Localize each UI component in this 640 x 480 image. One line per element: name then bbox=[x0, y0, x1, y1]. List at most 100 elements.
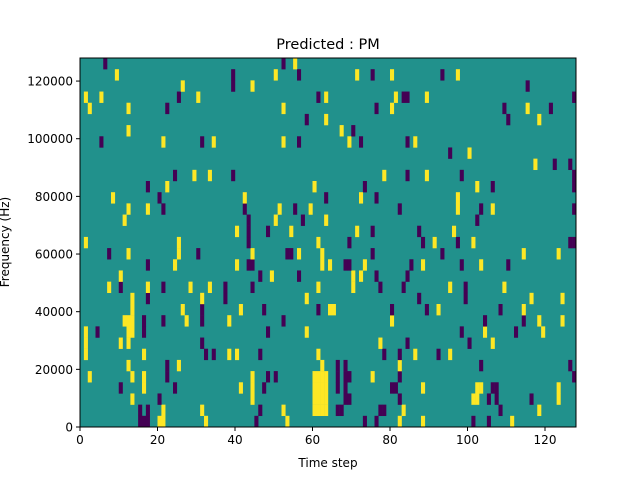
heatmap-cell-positive bbox=[157, 415, 162, 428]
heatmap-cell-positive bbox=[130, 315, 135, 327]
heatmap-cell-positive bbox=[316, 404, 321, 417]
heatmap-cell-negative bbox=[440, 248, 445, 260]
heatmap-cell-negative bbox=[475, 214, 480, 226]
heatmap-cell-negative bbox=[370, 69, 375, 81]
heatmap-cell-negative bbox=[145, 404, 150, 417]
heatmap-cell-negative bbox=[250, 281, 255, 294]
heatmap-cell-negative bbox=[211, 348, 216, 361]
heatmap-cell-negative bbox=[572, 203, 577, 215]
heatmap-cell-negative bbox=[262, 382, 267, 394]
heatmap-cell-positive bbox=[359, 192, 364, 204]
heatmap-cell-positive bbox=[145, 281, 150, 294]
heatmap-cell-positive bbox=[126, 326, 131, 338]
heatmap-cell-negative bbox=[343, 359, 348, 372]
heatmap-cell-negative bbox=[173, 382, 178, 394]
heatmap-cell-positive bbox=[320, 393, 325, 405]
heatmap-cell-positive bbox=[250, 393, 255, 405]
heatmap-cell-positive bbox=[114, 69, 119, 81]
heatmap-cell-positive bbox=[126, 203, 131, 215]
heatmap-cell-negative bbox=[196, 248, 201, 260]
heatmap-cell-negative bbox=[471, 415, 476, 428]
heatmap-cell-positive bbox=[130, 292, 135, 305]
heatmap-cell-negative bbox=[351, 125, 356, 137]
heatmap-cell-positive bbox=[324, 393, 329, 405]
heatmap-cell-negative bbox=[498, 304, 503, 316]
heatmap-cell-positive bbox=[324, 214, 329, 226]
heatmap-cell-negative bbox=[246, 259, 251, 271]
heatmap-cell-positive bbox=[316, 236, 321, 249]
heatmap-cell-positive bbox=[304, 292, 309, 305]
y-tick-label: 80000 bbox=[35, 190, 73, 204]
heatmap-cell-negative bbox=[490, 382, 495, 394]
heatmap-cell-negative bbox=[405, 270, 410, 282]
heatmap-cell-negative bbox=[161, 281, 166, 294]
heatmap-cell-positive bbox=[510, 415, 515, 428]
heatmap-cell-negative bbox=[324, 192, 329, 204]
heatmap-cell-positive bbox=[161, 404, 166, 417]
heatmap-cell-positive bbox=[200, 404, 205, 417]
heatmap-cell-negative bbox=[382, 348, 387, 361]
heatmap-cell-negative bbox=[289, 248, 294, 260]
heatmap-cell-positive bbox=[99, 91, 104, 103]
heatmap-cell-positive bbox=[355, 225, 360, 238]
heatmap-cell-positive bbox=[285, 415, 290, 428]
heatmap-cell-negative bbox=[421, 236, 426, 249]
heatmap-cell-positive bbox=[316, 348, 321, 361]
heatmap-cell-positive bbox=[556, 248, 561, 260]
heatmap-cell-positive bbox=[560, 315, 565, 327]
heatmap-cell-negative bbox=[417, 292, 422, 305]
heatmap-cell-positive bbox=[339, 125, 344, 137]
heatmap-cell-positive bbox=[293, 58, 298, 70]
heatmap-cell-negative bbox=[118, 382, 123, 394]
heatmap-cell-negative bbox=[145, 259, 150, 271]
heatmap-cell-positive bbox=[351, 270, 356, 282]
heatmap-cell-negative bbox=[572, 91, 577, 103]
heatmap-cell-positive bbox=[455, 192, 460, 204]
x-tick-label: 40 bbox=[227, 433, 242, 447]
chart-title: Predicted : PM bbox=[276, 37, 379, 53]
heatmap-cell-positive bbox=[161, 415, 166, 428]
heatmap-cell-positive bbox=[273, 214, 278, 226]
heatmap-cell-positive bbox=[320, 259, 325, 271]
heatmap-cell-positive bbox=[250, 248, 255, 260]
heatmap-cell-negative bbox=[572, 371, 577, 383]
heatmap-cell-positive bbox=[390, 315, 395, 327]
heatmap-cell-positive bbox=[432, 236, 437, 249]
heatmap-cell-positive bbox=[521, 248, 526, 260]
heatmap-cell-positive bbox=[324, 113, 329, 126]
heatmap-cell-negative bbox=[378, 281, 383, 294]
heatmap-cell-negative bbox=[242, 203, 247, 215]
heatmap-cell-negative bbox=[463, 292, 468, 305]
heatmap-cell-positive bbox=[122, 214, 127, 226]
heatmap-cell-positive bbox=[541, 326, 546, 338]
heatmap-cell-positive bbox=[250, 382, 255, 394]
heatmap-cell-negative bbox=[382, 404, 387, 417]
heatmap-cell-positive bbox=[165, 181, 170, 193]
heatmap-cell-negative bbox=[521, 315, 526, 327]
heatmap-cell-positive bbox=[111, 192, 116, 204]
heatmap-cell-positive bbox=[235, 259, 240, 271]
heatmap-cell-negative bbox=[297, 270, 302, 282]
heatmap-cell-positive bbox=[475, 393, 480, 405]
heatmap-cell-positive bbox=[355, 69, 360, 81]
heatmap-cell-negative bbox=[568, 236, 573, 249]
heatmap-cell-negative bbox=[165, 102, 170, 115]
heatmap-cell-negative bbox=[335, 359, 340, 372]
heatmap-cell-positive bbox=[316, 382, 321, 394]
heatmap-cell-positive bbox=[471, 393, 476, 405]
heatmap-cell-negative bbox=[335, 382, 340, 394]
heatmap-cell-positive bbox=[126, 102, 131, 115]
heatmap-cell-positive bbox=[467, 147, 472, 159]
heatmap-cell-positive bbox=[537, 113, 542, 126]
heatmap-cell-positive bbox=[207, 169, 212, 182]
heatmap-cell-positive bbox=[479, 259, 484, 271]
heatmap-cell-negative bbox=[231, 80, 236, 92]
heatmap-cell-negative bbox=[118, 281, 123, 294]
heatmap-cell-negative bbox=[467, 337, 472, 349]
heatmap-cell-negative bbox=[343, 259, 348, 271]
heatmap-cell-positive bbox=[479, 382, 484, 394]
heatmap-cell-negative bbox=[459, 169, 464, 182]
heatmap-cell-negative bbox=[359, 136, 364, 148]
heatmap-cell-negative bbox=[390, 382, 395, 394]
heatmap-cell-positive bbox=[142, 348, 147, 361]
